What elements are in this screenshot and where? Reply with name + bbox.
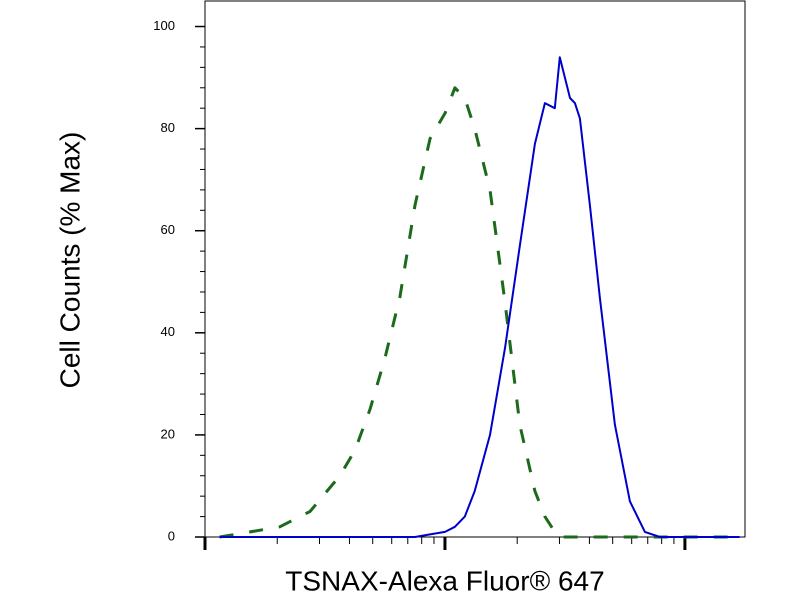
- y-tick-label: 0: [168, 528, 175, 543]
- y-tick-label: 20: [161, 426, 175, 441]
- y-axis-label: Cell Counts (% Max): [54, 132, 85, 389]
- series-line: [219, 56, 740, 538]
- y-tick-label: 40: [161, 324, 175, 339]
- plot-frame: [204, 0, 746, 538]
- y-tick-label: 100: [153, 18, 175, 33]
- y-tick-label: 60: [161, 222, 175, 237]
- y-tick-label: 80: [161, 120, 175, 135]
- x-axis-label: TSNAX-Alexa Fluor® 647: [285, 565, 604, 596]
